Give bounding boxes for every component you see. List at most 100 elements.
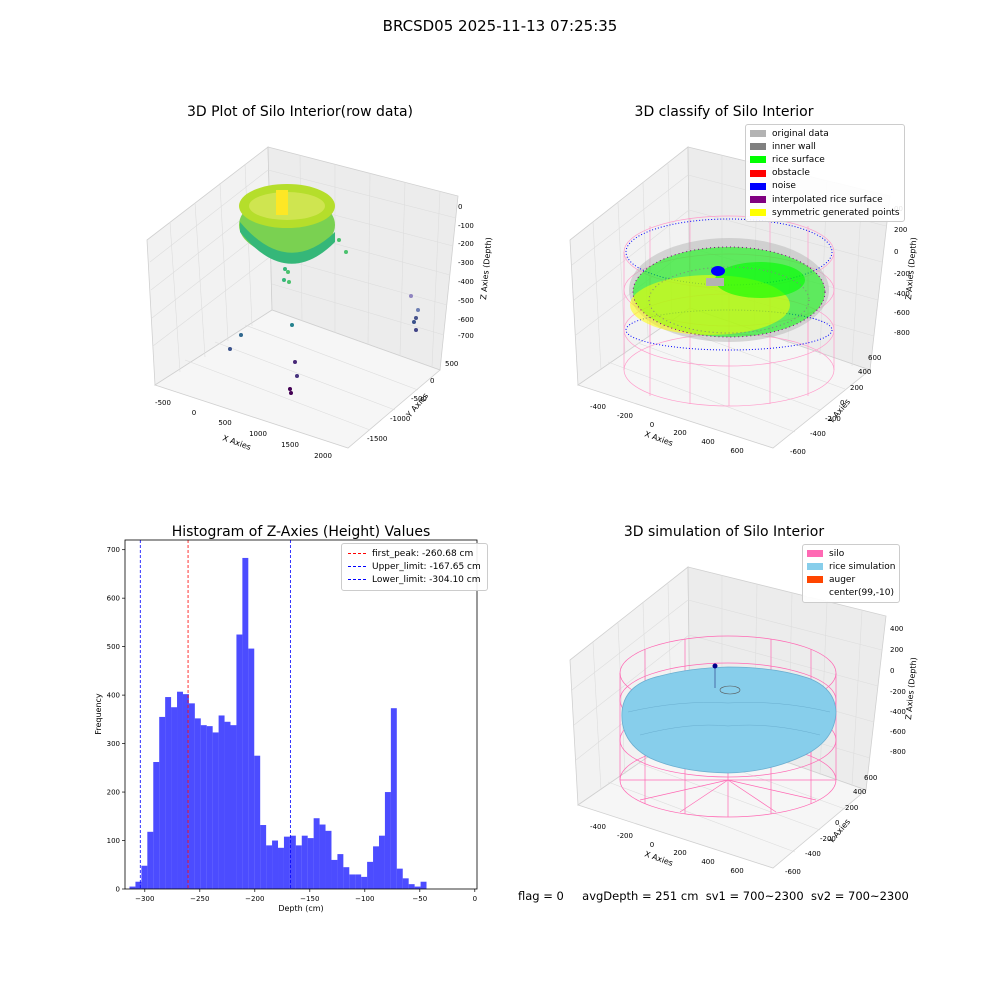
x-tick-label: 600 [730,447,743,455]
z-tick-label: -500 [458,297,474,305]
y-tick-label: 600 [868,354,881,362]
panel1-x-axis-label: X Axies [221,433,252,452]
legend-label: auger [829,574,856,585]
histogram-bar [414,886,421,889]
x-tick-label: −300 [135,895,154,903]
x-tick-label: 1500 [281,441,299,449]
legend-entry: auger [807,573,895,586]
legend-line-sample [348,553,366,555]
histogram-bar [159,716,166,889]
legend-entry: interpolated rice surface [750,193,900,206]
z-tick-label: -200 [894,270,910,278]
y-tick-label: 400 [107,692,120,700]
histogram-bar [165,697,172,889]
histogram-x-ticks: −300 −250 −200 −150 −100 −50 0 [135,889,477,903]
panel1-z-axis-label: Z Axies (Depth) [479,237,493,300]
histogram-legend: first_peak: -260.68 cm Upper_limit: -167… [341,543,488,591]
legend-entry: silo [807,547,895,560]
y-tick-label: -200 [825,415,841,423]
histogram-chart: −300 −250 −200 −150 −100 −50 0 0 100 200 300 400 50… [94,539,478,913]
panel2-legend: original data inner wall rice surface ob… [745,124,905,223]
histogram-title: Histogram of Z-Axies (Height) Values [171,524,431,540]
x-tick-label: -500 [155,399,171,407]
panel1-outlier-points [228,238,420,395]
legend-swatch [750,182,766,190]
z-tick-label: -400 [458,278,474,286]
histogram-bar [236,634,243,889]
flag-text: flag = 0 [518,889,564,903]
x-tick-label: -200 [617,412,633,420]
y-tick-label: -500 [411,395,427,403]
histogram-bar [224,721,231,889]
y-tick-label: -400 [805,850,821,858]
histogram-bar [367,861,374,889]
y-tick-label: 200 [107,789,120,797]
legend-entry: noise [750,180,900,193]
y-tick-label: -1500 [367,435,387,443]
histogram-bar [378,835,385,889]
legend-swatch [807,563,823,571]
x-tick-label: −150 [300,895,319,903]
z-tick-label: -300 [458,259,474,267]
x-tick-label: 400 [701,438,714,446]
x-tick-label: −250 [190,895,209,903]
histogram-bar [206,726,213,889]
legend-entry: obstacle [750,167,900,180]
legend-label: center(99,-10) [829,588,894,599]
legend-label: symmetric generated points [772,207,900,218]
histogram-bar [248,648,255,889]
histogram-bar [408,884,415,889]
x-tick-label: 2000 [314,452,332,460]
histogram-bar [390,708,397,889]
histogram-bar [218,715,225,889]
legend-swatch [807,550,823,558]
legend-entry: symmetric generated points [750,206,900,219]
y-tick-label: -200 [820,835,836,843]
panel2-title: 3D classify of Silo Interior [634,104,814,120]
z-tick-label: -700 [458,332,474,340]
y-tick-label: 0 [835,819,839,827]
z-tick-label: -200 [458,240,474,248]
y-tick-label: -1000 [390,415,410,423]
legend-label: Lower_limit: -304.10 cm [372,574,481,585]
y-tick-label: 500 [445,360,458,368]
histogram-bar [402,878,409,889]
sv2-text: sv2 = 700~2300 [810,889,909,903]
histogram-bar [355,874,362,889]
z-tick-label: -400 [890,708,906,716]
legend-label: inner wall [772,141,816,152]
histogram-bar [349,874,356,889]
z-tick-label: -600 [894,309,910,317]
histogram-bar [325,830,332,889]
histogram-bar [313,818,320,889]
histogram-bar [135,881,142,889]
legend-label: obstacle [772,168,810,179]
histogram-y-axis-label: Frequency [94,693,103,735]
histogram-bar [212,732,219,889]
legend-label: interpolated rice surface [772,194,883,205]
x-tick-label: 500 [218,419,231,427]
histogram-bar [307,838,314,889]
legend-swatch [750,130,766,138]
z-tick-label: 0 [894,248,898,256]
histogram-bar [260,825,267,889]
histogram-bar [242,557,249,889]
z-tick-label: 0 [890,667,894,675]
z-tick-label: -600 [458,316,474,324]
z-tick-label: -200 [890,688,906,696]
legend-entry: center(99,-10) [807,587,895,600]
y-tick-label: 300 [107,740,120,748]
figure-title: BRCSD05 2025-11-13 07:25:35 [382,17,618,35]
x-tick-label: −50 [412,895,427,903]
histogram-bars [129,557,427,889]
histogram-bar [194,718,201,889]
histogram-bar [182,694,189,889]
histogram-bar [129,886,136,889]
y-tick-label: 0 [430,377,434,385]
panel2-x-ticks: -400 -200 0 200 400 600 [590,403,744,455]
histogram-bar [289,835,296,889]
x-tick-label: 400 [701,858,714,866]
avg-depth-text: avgDepth = 251 cm [582,889,699,903]
legend-entry: inner wall [750,140,900,153]
y-tick-label: -600 [785,868,801,876]
